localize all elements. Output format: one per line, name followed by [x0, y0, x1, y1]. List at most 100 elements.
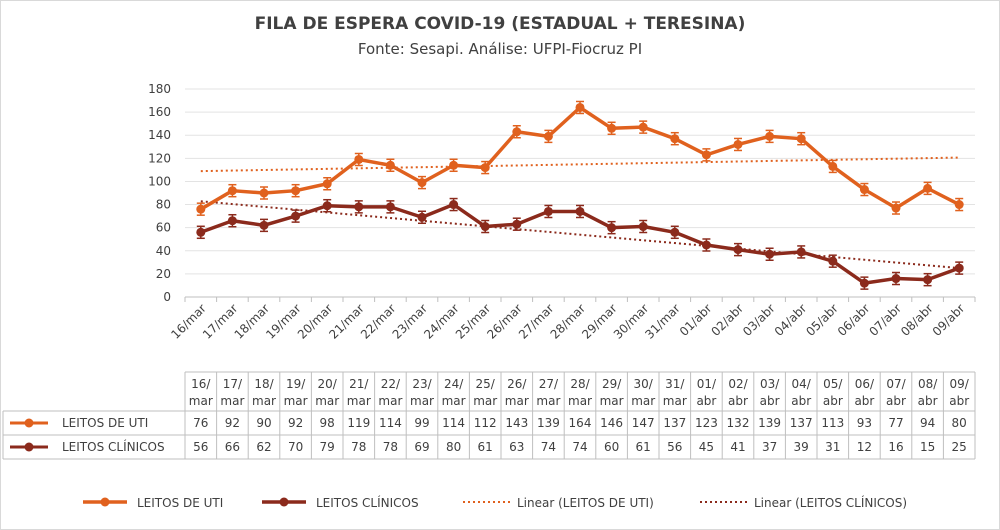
data-point [449, 200, 459, 210]
table-value: 76 [193, 416, 208, 430]
data-point [196, 227, 206, 237]
chart-subtitle: Fonte: Sesapi. Análise: UFPI-Fiocruz PI [357, 40, 643, 58]
table-header-day: 08/ [918, 377, 938, 391]
data-point [354, 202, 364, 212]
table-row-label: LEITOS CLÍNICOS [62, 439, 165, 454]
trendline [200, 156, 960, 173]
data-point [796, 134, 806, 144]
data-point [765, 131, 775, 141]
y-tick-label: 40 [156, 244, 171, 258]
table-header-month: abr [696, 394, 716, 408]
table-header-day: 07/ [886, 377, 906, 391]
legend-label: Linear (LEITOS DE UTI) [517, 496, 654, 510]
data-point [575, 102, 585, 112]
table-header-day: 29/ [602, 377, 622, 391]
data-point [733, 245, 743, 255]
table-header-day: 21/ [349, 377, 369, 391]
data-point [385, 202, 395, 212]
table-value: 12 [857, 440, 872, 454]
table-header-day: 26/ [507, 377, 527, 391]
table-header-month: abr [728, 394, 748, 408]
table-header-day: 30/ [634, 377, 654, 391]
table-header-month: abr [918, 394, 938, 408]
table-header-month: abr [823, 394, 843, 408]
x-tick-label: 01/abr [677, 301, 715, 339]
table-value: 79 [320, 440, 335, 454]
y-tick-label: 60 [156, 221, 171, 235]
y-tick-label: 80 [156, 198, 171, 212]
table-header-month: mar [252, 394, 276, 408]
table-header-month: mar [189, 394, 213, 408]
table-header-day: 05/ [823, 377, 843, 391]
table-header-day: 20/ [318, 377, 338, 391]
table-value: 78 [383, 440, 398, 454]
data-point [417, 212, 427, 222]
table-header-day: 16/ [191, 377, 211, 391]
x-tick-label: 02/abr [708, 301, 746, 339]
table-value: 113 [821, 416, 844, 430]
legend-label: Linear (LEITOS CLÍNICOS) [754, 495, 907, 510]
data-point [354, 154, 364, 164]
data-point [480, 163, 490, 173]
data-point [512, 127, 522, 137]
table-value: 39 [794, 440, 809, 454]
table-header-month: abr [949, 394, 969, 408]
table-value: 16 [888, 440, 903, 454]
data-point [480, 222, 490, 232]
table-value: 90 [256, 416, 271, 430]
y-tick-label: 120 [148, 151, 171, 165]
table-value: 112 [474, 416, 497, 430]
table-header-day: 23/ [412, 377, 432, 391]
table-header-month: mar [536, 394, 560, 408]
legend-marker [279, 497, 289, 507]
data-point [259, 188, 269, 198]
data-point [765, 249, 775, 259]
table-value: 15 [920, 440, 935, 454]
data-point [291, 186, 301, 196]
table-value: 61 [478, 440, 493, 454]
data-point [954, 200, 964, 210]
y-tick-label: 0 [163, 290, 171, 304]
data-point [322, 201, 332, 211]
data-point [733, 139, 743, 149]
table-value: 70 [288, 440, 303, 454]
table-header-day: 27/ [539, 377, 559, 391]
table-value: 132 [727, 416, 750, 430]
table-header-month: abr [791, 394, 811, 408]
data-point [417, 178, 427, 188]
data-point [385, 160, 395, 170]
data-point [322, 179, 332, 189]
table-header-day: 18/ [254, 377, 274, 391]
table-value: 37 [762, 440, 777, 454]
data-point [923, 275, 933, 285]
table-value: 94 [920, 416, 935, 430]
legend-marker [100, 497, 110, 507]
table-header-month: mar [220, 394, 244, 408]
legend-label: LEITOS DE UTI [137, 496, 223, 510]
data-point [891, 274, 901, 284]
data-point [859, 278, 869, 288]
data-point [828, 161, 838, 171]
table-value: 119 [347, 416, 370, 430]
table-header-day: 22/ [381, 377, 401, 391]
y-tick-label: 20 [156, 267, 171, 281]
x-tick-label: 09/abr [930, 301, 968, 339]
table-value: 114 [379, 416, 402, 430]
table-header-month: mar [568, 394, 592, 408]
table-value: 139 [758, 416, 781, 430]
table-value: 63 [509, 440, 524, 454]
x-tick-label: 06/abr [835, 301, 873, 339]
table-value: 98 [320, 416, 335, 430]
x-tick-label: 07/abr [866, 301, 904, 339]
table-header-month: mar [600, 394, 624, 408]
table-value: 74 [572, 440, 587, 454]
table-header-month: mar [631, 394, 655, 408]
table-value: 80 [952, 416, 967, 430]
table-value: 45 [699, 440, 714, 454]
data-point [543, 131, 553, 141]
table-legend-marker [24, 418, 34, 428]
data-point [859, 185, 869, 195]
data-point [259, 220, 269, 230]
y-tick-label: 140 [148, 128, 171, 142]
